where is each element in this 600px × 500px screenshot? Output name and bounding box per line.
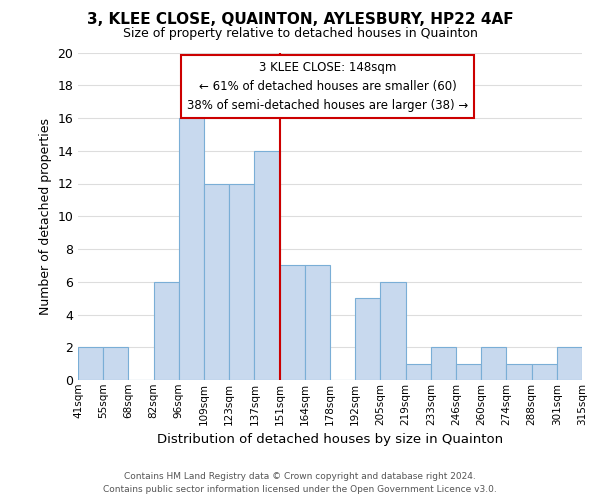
Bar [254,151,280,380]
Bar [557,347,582,380]
Y-axis label: Number of detached properties: Number of detached properties [39,118,52,315]
Bar [103,347,128,380]
Bar [481,347,506,380]
Text: 3, KLEE CLOSE, QUAINTON, AYLESBURY, HP22 4AF: 3, KLEE CLOSE, QUAINTON, AYLESBURY, HP22… [86,12,514,28]
Bar [229,184,254,380]
Bar [380,282,406,380]
Bar [280,266,305,380]
Bar [532,364,557,380]
Bar [506,364,532,380]
Bar [355,298,380,380]
Text: 3 KLEE CLOSE: 148sqm
← 61% of detached houses are smaller (60)
38% of semi-detac: 3 KLEE CLOSE: 148sqm ← 61% of detached h… [187,60,468,112]
Bar [179,118,204,380]
X-axis label: Distribution of detached houses by size in Quainton: Distribution of detached houses by size … [157,433,503,446]
Bar [305,266,330,380]
Bar [204,184,229,380]
Text: Size of property relative to detached houses in Quainton: Size of property relative to detached ho… [122,28,478,40]
Bar [406,364,431,380]
Bar [154,282,179,380]
Text: Contains HM Land Registry data © Crown copyright and database right 2024.
Contai: Contains HM Land Registry data © Crown c… [103,472,497,494]
Bar [78,347,103,380]
Bar [456,364,481,380]
Bar [431,347,456,380]
